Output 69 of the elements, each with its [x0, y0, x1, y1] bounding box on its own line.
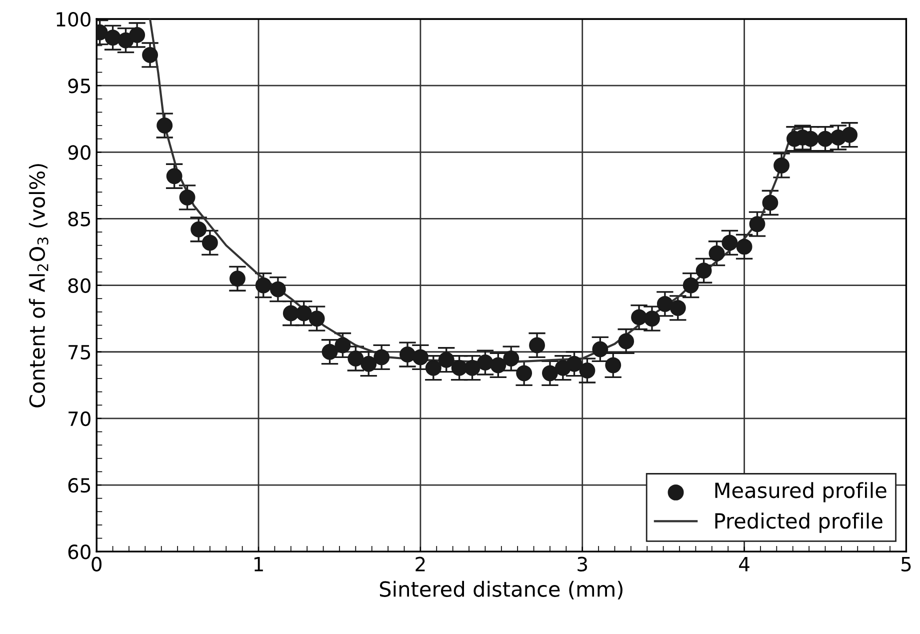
point — [190, 221, 207, 238]
y-tick-label: 75 — [68, 345, 90, 360]
y-tick-label: 100 — [56, 12, 90, 27]
point — [708, 245, 725, 262]
point — [842, 126, 858, 143]
point — [282, 305, 299, 322]
point — [682, 277, 699, 294]
point — [592, 341, 608, 358]
point — [400, 346, 416, 363]
y-tick-label: 70 — [68, 411, 90, 426]
point — [722, 234, 738, 251]
point — [425, 360, 442, 376]
point — [308, 310, 325, 327]
point — [566, 356, 582, 372]
point — [503, 350, 520, 367]
legend-label: Measured profile — [715, 482, 886, 502]
x-tick-label: 5 — [902, 557, 911, 572]
x-tick-label: 2 — [416, 556, 425, 572]
y-tick-label: 60 — [68, 544, 90, 560]
point — [529, 337, 545, 354]
point — [374, 349, 390, 366]
x-tick-label: 1 — [254, 557, 263, 572]
point — [762, 194, 778, 211]
point — [749, 216, 766, 232]
point — [451, 360, 468, 376]
point — [644, 310, 660, 327]
point — [255, 277, 272, 294]
y-tick-label: 65 — [68, 478, 90, 493]
y-axis-title: Content of Al$_{2}$O$_{3}$ (vol%) — [28, 164, 48, 408]
point — [360, 356, 377, 372]
y-tick-label: 95 — [68, 78, 90, 94]
point — [605, 357, 622, 374]
point — [296, 305, 312, 322]
point — [618, 333, 634, 350]
point — [270, 281, 286, 298]
point — [142, 46, 158, 63]
point — [736, 238, 752, 255]
point — [464, 360, 480, 376]
point — [490, 357, 506, 374]
point — [817, 130, 834, 147]
point — [104, 30, 121, 46]
point — [229, 270, 246, 287]
point — [477, 354, 494, 370]
point — [334, 337, 351, 354]
point — [631, 309, 648, 326]
point — [579, 362, 596, 378]
point — [696, 262, 712, 279]
x-axis-title: Sintered distance (mm) — [380, 580, 622, 600]
x-tick-label: 0 — [92, 556, 102, 572]
point — [542, 365, 558, 382]
point — [156, 118, 173, 134]
point — [412, 349, 428, 366]
point — [129, 27, 146, 43]
x-tick-label: 4 — [739, 557, 750, 572]
point — [202, 234, 218, 251]
point — [670, 300, 686, 316]
point — [322, 344, 338, 360]
legend-label: Predicted profile — [715, 512, 882, 533]
x-tick-label: 3 — [578, 556, 587, 572]
y-tick-label: 85 — [68, 212, 90, 226]
point — [166, 168, 182, 184]
point — [516, 365, 532, 382]
point — [348, 350, 364, 367]
y-tick-label: 90 — [68, 145, 90, 160]
point — [438, 352, 454, 368]
point — [656, 296, 673, 312]
y-tick-label: 80 — [68, 278, 90, 293]
point — [774, 157, 790, 174]
point — [179, 189, 196, 206]
